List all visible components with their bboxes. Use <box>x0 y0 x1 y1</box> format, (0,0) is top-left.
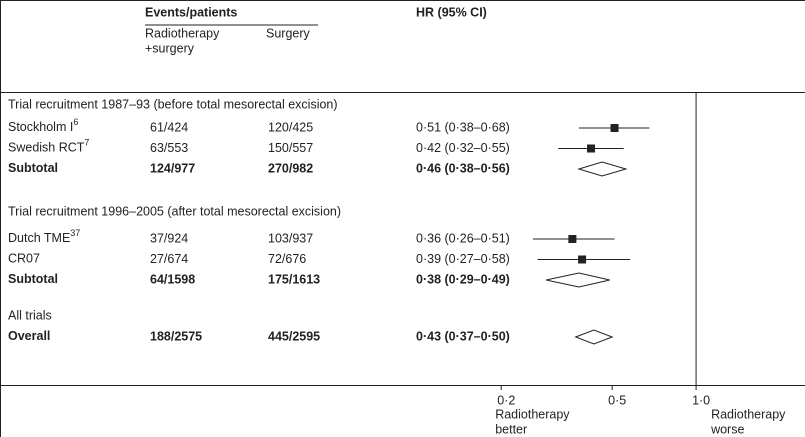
hr-square <box>610 124 619 132</box>
x-tick-label: 1·0 <box>692 393 710 407</box>
surgery-events: 175/1613 <box>268 272 320 286</box>
hr-ci: 0·51 (0·38–0·68) <box>416 120 510 134</box>
group-title: Trial recruitment 1987–93 (before total … <box>8 97 338 111</box>
rs-events: 37/924 <box>150 231 188 245</box>
study-name: Overall <box>8 329 50 343</box>
surgery-events: 270/982 <box>268 161 313 175</box>
study-name: Dutch TME37 <box>8 228 80 245</box>
summary-diamond <box>577 161 628 177</box>
rs-events: 124/977 <box>150 161 195 175</box>
summary-diamond <box>546 272 610 288</box>
hr-ci: 0·42 (0·32–0·55) <box>416 141 510 155</box>
axis-caption: worse <box>710 422 744 436</box>
hr-ci: 0·38 (0·29–0·49) <box>416 272 510 286</box>
hr-ci: 0·36 (0·26–0·51) <box>416 231 510 245</box>
surgery-events: 72/676 <box>268 252 306 266</box>
name: Swedish RCT <box>8 141 85 155</box>
reference: 6 <box>73 117 78 127</box>
hr-ci: 0·43 (0·37–0·50) <box>416 329 510 343</box>
study-name: Swedish RCT7 <box>8 138 89 155</box>
rs-header: Radiotherapy <box>145 26 220 40</box>
events-header: Events/patients <box>145 5 237 19</box>
hr-ci: 0·46 (0·38–0·56) <box>416 161 510 175</box>
hr-square <box>568 235 577 243</box>
axis-caption: Radiotherapy <box>495 407 570 421</box>
surgery-header: Surgery <box>266 26 311 40</box>
axis-caption: Radiotherapy <box>711 407 786 421</box>
rs-header: +surgery <box>145 41 195 55</box>
group-title: Trial recruitment 1996–2005 (after total… <box>8 204 341 218</box>
name: Stockholm I <box>8 120 73 134</box>
name: Subtotal <box>8 161 58 175</box>
study-name: Subtotal <box>8 161 58 175</box>
name: CR07 <box>8 252 40 266</box>
rs-events: 27/674 <box>150 252 188 266</box>
axis-caption: better <box>495 422 527 436</box>
hr-ci: 0·39 (0·27–0·58) <box>416 252 510 266</box>
rs-events: 64/1598 <box>150 272 195 286</box>
hr-square <box>587 144 596 153</box>
surgery-events: 120/425 <box>268 120 313 134</box>
surgery-events: 103/937 <box>268 231 313 245</box>
name: Dutch TME <box>8 231 70 245</box>
study-name: CR07 <box>8 252 40 266</box>
surgery-events: 150/557 <box>268 141 313 155</box>
x-tick-label: 0·5 <box>608 393 626 407</box>
rs-events: 63/553 <box>150 141 188 155</box>
x-tick-label: 0·2 <box>497 393 515 407</box>
surgery-events: 445/2595 <box>268 329 320 343</box>
name: Overall <box>8 329 50 343</box>
rs-events: 188/2575 <box>150 329 202 343</box>
summary-diamond <box>574 329 614 345</box>
study-name: Subtotal <box>8 272 58 286</box>
name: Subtotal <box>8 272 58 286</box>
hr-header: HR (95% CI) <box>416 5 487 19</box>
reference: 37 <box>70 228 80 238</box>
hr-square <box>578 255 587 264</box>
reference: 7 <box>84 138 89 148</box>
study-name: Stockholm I6 <box>8 117 78 134</box>
rs-events: 61/424 <box>150 120 188 134</box>
group-title: All trials <box>8 308 52 322</box>
